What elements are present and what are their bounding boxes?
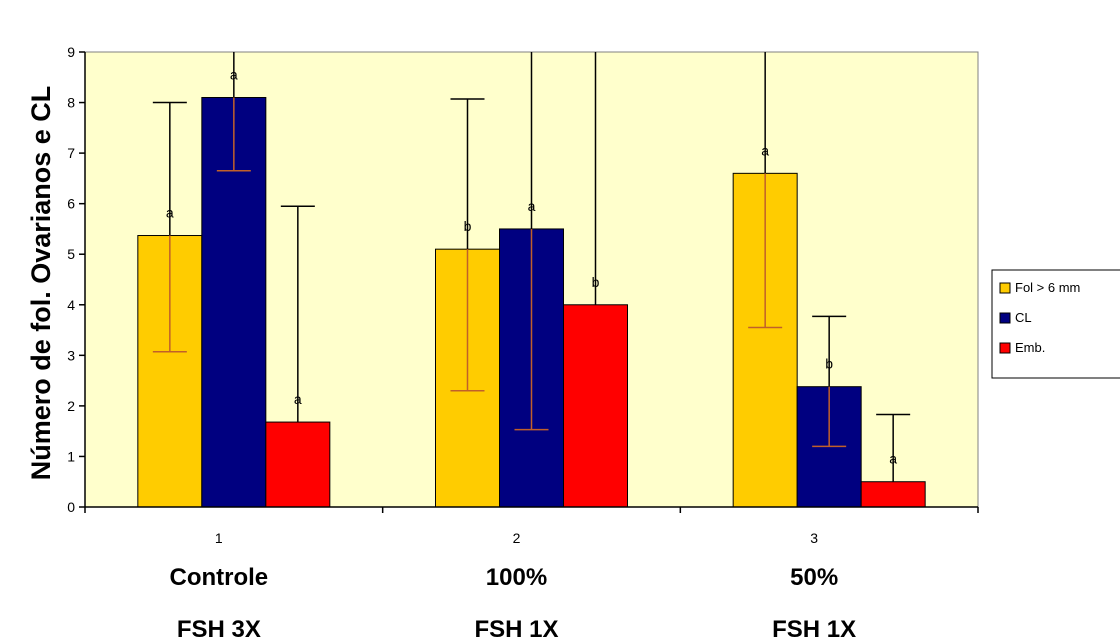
legend-label-1: Fol > 6 mm (1015, 280, 1080, 295)
y-tick-label-5: 5 (67, 246, 75, 262)
y-tick-label-7: 7 (67, 145, 75, 161)
x-tick-label-2: 2 (513, 530, 521, 546)
axes-layer: 0 1 2 3 4 5 6 7 8 9 1 Controle FSH 3X 2 100% FSH 1X 3 50%… (67, 44, 979, 643)
bar-3-3 (860, 481, 926, 508)
group-label-2: 100% (486, 564, 547, 591)
legend: Fol > 6 mm CL Emb. (991, 269, 1120, 379)
legend-swatch-2 (999, 312, 1011, 324)
y-axis-label: Número de fol. Ovarianos e CL (26, 86, 56, 481)
group-sublabel-3: FSH 1X (772, 616, 856, 643)
y-tick-label-4: 4 (67, 297, 75, 313)
y-tick-label-1: 1 (67, 448, 75, 464)
y-tick-label-8: 8 (67, 95, 75, 111)
bar-3-1 (265, 421, 331, 508)
legend-box (991, 269, 1120, 379)
significance-letters-layer: a b a a a b a b a (166, 67, 897, 467)
bar-3-2 (563, 304, 628, 508)
legend-swatch-3 (999, 342, 1011, 354)
significance-letter-2-2: a (528, 198, 536, 214)
x-tick-label-3: 3 (810, 530, 818, 546)
legend-label-2: CL (1015, 310, 1032, 325)
significance-letter-1-3: a (761, 142, 769, 158)
significance-letter-2-1: a (230, 67, 238, 83)
y-tick-label-9: 9 (67, 44, 75, 60)
group-label-1: Controle (169, 564, 268, 591)
y-tick-label-2: 2 (67, 398, 75, 414)
y-tick-label-6: 6 (67, 196, 75, 212)
group-label-3: 50% (790, 564, 838, 591)
legend-label-3: Emb. (1015, 340, 1045, 355)
significance-letter-2-3: b (825, 356, 833, 372)
significance-letter-1-1: a (166, 205, 174, 221)
group-sublabel-2: FSH 1X (474, 616, 558, 643)
legend-swatch-1 (999, 282, 1011, 294)
significance-letter-3-3: a (889, 451, 897, 467)
significance-letter-3-2: b (592, 274, 600, 290)
error-bars-layer (152, 52, 911, 482)
y-tick-label-0: 0 (67, 499, 75, 515)
significance-letter-1-2: b (464, 218, 472, 234)
group-sublabel-1: FSH 3X (177, 616, 261, 643)
x-tick-label-1: 1 (215, 530, 223, 546)
y-tick-label-3: 3 (67, 347, 75, 363)
significance-letter-3-1: a (294, 391, 302, 407)
